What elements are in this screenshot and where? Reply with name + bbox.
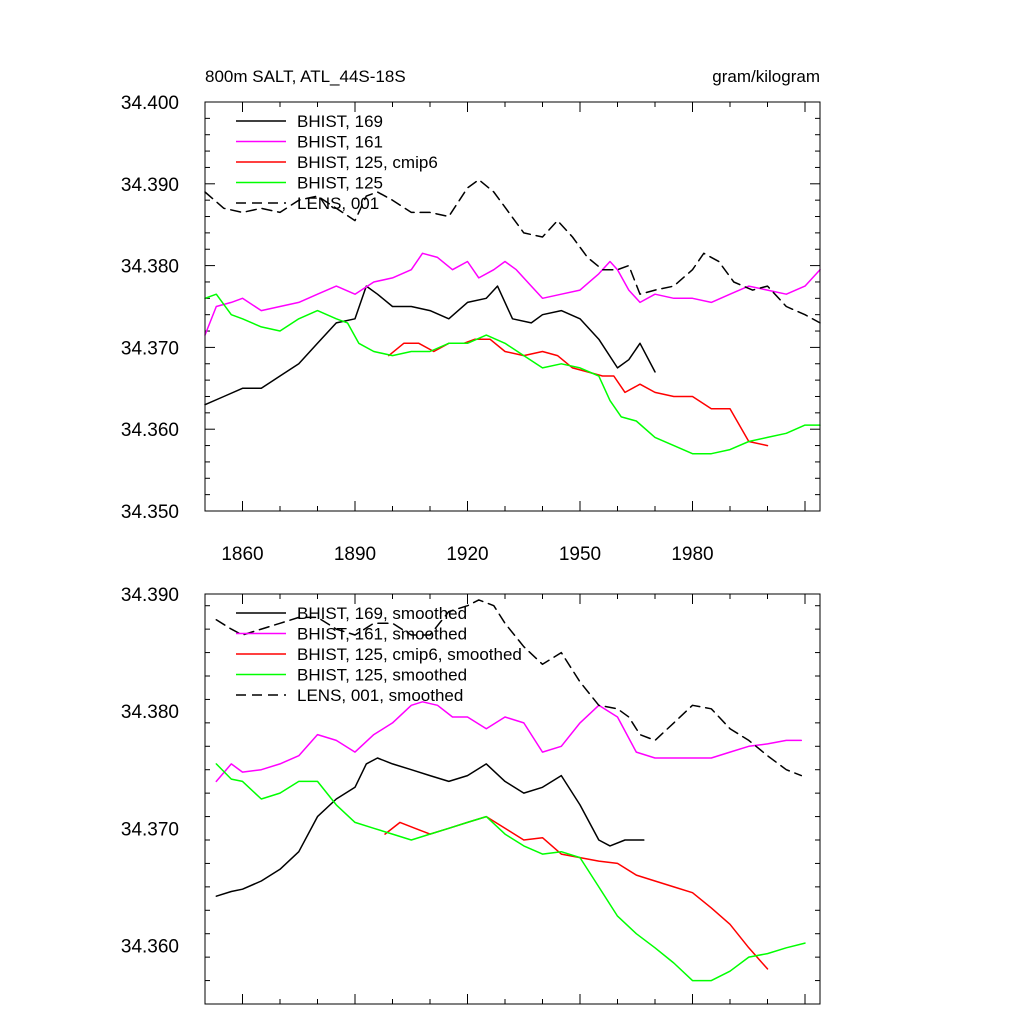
chart-panel-top: 800m SALT, ATL_44S-18S gram/kilogram 34.… [121,67,821,565]
legend-label: BHIST, 125, cmip6, smoothed [297,645,522,664]
legend-label: BHIST, 169, smoothed [297,604,467,623]
y-tick-label: 34.360 [121,936,179,957]
legend-label: BHIST, 125 [297,174,383,193]
series-line-1 [215,757,645,897]
legend-label: LENS, 001 [297,194,379,213]
series-line-2 [204,252,821,336]
y-tick-label: 34.370 [121,338,179,359]
chart-panel-bottom: 34.360 34.370 34.380 34.390 BHIST, 169, smo… [121,585,821,1005]
x-tick-label: 1860 [221,544,263,565]
plot-frame [204,101,821,512]
y-tick-label: 34.380 [121,702,179,723]
series-line-5 [204,178,821,324]
x-tick-label: 1950 [559,544,601,565]
y-tick-label: 34.360 [121,420,179,441]
chart-units: gram/kilogram [712,67,820,86]
legend-label: BHIST, 169 [297,112,383,131]
series-line-2 [215,701,803,783]
series-line-5 [215,599,803,777]
x-tick-label: 1890 [334,544,376,565]
legend: BHIST, 169, smoothed BHIST, 161, smoothed… [236,604,522,705]
legend-label: BHIST, 125, cmip6 [297,153,438,172]
y-tick-label: 34.380 [121,257,179,278]
series-line-3 [384,815,769,970]
axis-ticks: 34.350 34.360 34.370 34.380 34.390 34.400 1860… [121,93,820,565]
x-tick-label: 1920 [446,544,488,565]
plot-frame [204,593,821,1005]
series-group [204,178,821,455]
legend-label: BHIST, 161 [297,133,383,152]
x-tick-label: 1980 [671,544,713,565]
chart-title: 800m SALT, ATL_44S-18S [205,67,406,86]
y-tick-label: 34.350 [121,502,179,523]
series-line-4 [204,293,821,455]
y-tick-label: 34.400 [121,93,179,114]
y-tick-label: 34.370 [121,819,179,840]
y-tick-label: 34.390 [121,175,179,196]
legend-label: BHIST, 161, smoothed [297,625,467,644]
series-line-1 [204,285,656,406]
y-tick-label: 34.390 [121,585,179,606]
legend-label: BHIST, 125, smoothed [297,666,467,685]
series-line-4 [215,763,806,982]
series-line-3 [388,338,769,447]
series-group [215,599,806,982]
legend-label: LENS, 001, smoothed [297,686,463,705]
